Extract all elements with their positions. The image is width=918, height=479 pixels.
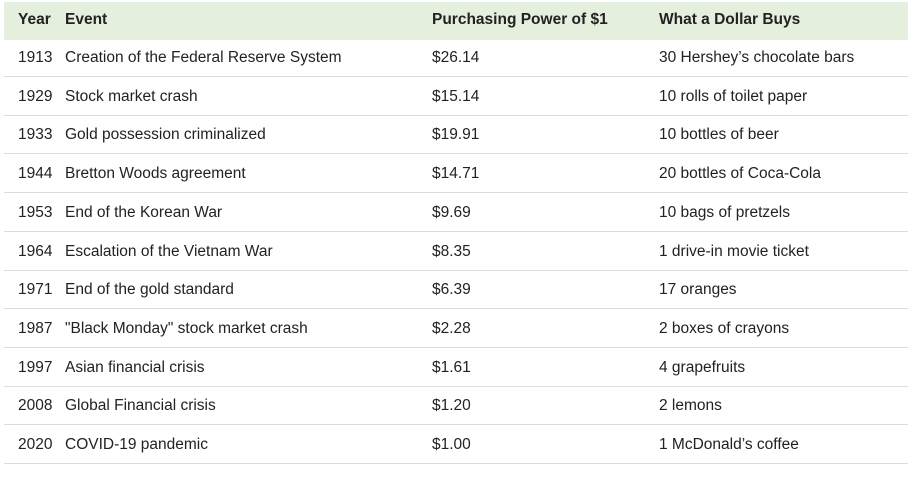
table-cell: End of the Korean War	[65, 203, 223, 221]
column-header: Year	[18, 11, 51, 28]
table-cell: $9.69	[432, 203, 471, 221]
table-cell: 1964	[18, 242, 53, 260]
table-cell: Stock market crash	[65, 87, 198, 105]
table-cell: 4 grapefruits	[659, 358, 746, 376]
table-cell: $6.39	[432, 281, 471, 299]
table-cell: 20 bottles of Coca-Cola	[659, 165, 821, 183]
table-cell: Gold possession criminalized	[65, 126, 266, 144]
table-cell: $15.14	[432, 87, 480, 105]
table-cell: 10 bottles of beer	[659, 126, 779, 144]
table-row: 1987 "Black Monday" stock market crash $2.…	[4, 310, 908, 348]
table-cell: COVID-19 pandemic	[65, 436, 209, 453]
column-header: Purchasing Power of $1	[432, 11, 608, 28]
table-cell: Bretton Woods agreement	[65, 165, 246, 183]
table-cell: Escalation of the Vietnam War	[65, 242, 273, 260]
table-cell: Creation of the Federal Reserve System	[65, 49, 342, 66]
table-cell: $1.61	[432, 358, 471, 376]
table-cell: $1.20	[432, 397, 471, 415]
table-cell: 2008	[18, 397, 53, 415]
table-cell: "Black Monday" stock market crash	[65, 319, 308, 337]
table-row: 1933 Gold possession criminalized $19.91 10…	[4, 116, 908, 155]
table-row: 1929 Stock market crash $15.14 10 rolls of …	[4, 78, 908, 116]
table-cell: End of the gold standard	[65, 281, 234, 299]
column-header: Event	[65, 11, 108, 28]
table-cell: $26.14	[432, 49, 480, 66]
table-cell: 1913	[18, 49, 53, 66]
table-row: 2008 Global Financial crisis $1.20 2 lemons	[4, 387, 908, 426]
table-cell: 1987	[18, 319, 53, 337]
table-row: 1964 Escalation of the Vietnam War $8.35 1 …	[4, 233, 908, 271]
table-cell: $1.00	[432, 436, 471, 453]
table-cell: 2 lemons	[659, 397, 722, 415]
table-row: 1913 Creation of the Federal Reserve Syst…	[4, 39, 908, 77]
table-cell: 17 oranges	[659, 281, 737, 299]
table-cell: 1953	[18, 203, 53, 221]
table-cell: 30 Hershey’s chocolate bars	[659, 49, 855, 66]
table-row: 1997 Asian financial crisis $1.61 4 grapefr…	[4, 349, 908, 387]
table-cell: 1 McDonald’s coffee	[659, 436, 799, 453]
table-cell: $2.28	[432, 319, 471, 337]
table-cell: 10 bags of pretzels	[659, 203, 790, 221]
table-row: 1944 Bretton Woods agreement $14.71 20 bott…	[4, 155, 908, 194]
table-cell: 2 boxes of crayons	[659, 319, 790, 337]
table-cell: 1944	[18, 165, 53, 183]
table-cell: 1933	[18, 126, 53, 144]
table-row: 1971 End of the gold standard $6.39 17 oran…	[4, 271, 908, 310]
table-cell: Global Financial crisis	[65, 397, 216, 415]
table-cell: $19.91	[432, 126, 480, 144]
table-cell: 1 drive-in movie ticket	[659, 242, 809, 260]
table-cell: 10 rolls of toilet paper	[659, 87, 808, 105]
table-cell: $8.35	[432, 242, 471, 260]
table-cell: 1997	[18, 358, 53, 376]
header-row: Year Event Purchasing Power of $1 What a Do…	[4, 2, 908, 40]
table-row: 1953 End of the Korean War $9.69 10 bags of…	[4, 194, 908, 232]
table-cell: 2020	[18, 436, 53, 453]
table-cell: 1929	[18, 87, 53, 105]
table-cell: Asian financial crisis	[65, 358, 205, 376]
table-cell: $14.71	[432, 165, 480, 183]
table-row: 2020 COVID-19 pandemic $1.00 1 McDonald’s c…	[4, 426, 908, 464]
column-header: What a Dollar Buys	[659, 11, 801, 28]
table-cell: 1971	[18, 281, 53, 299]
